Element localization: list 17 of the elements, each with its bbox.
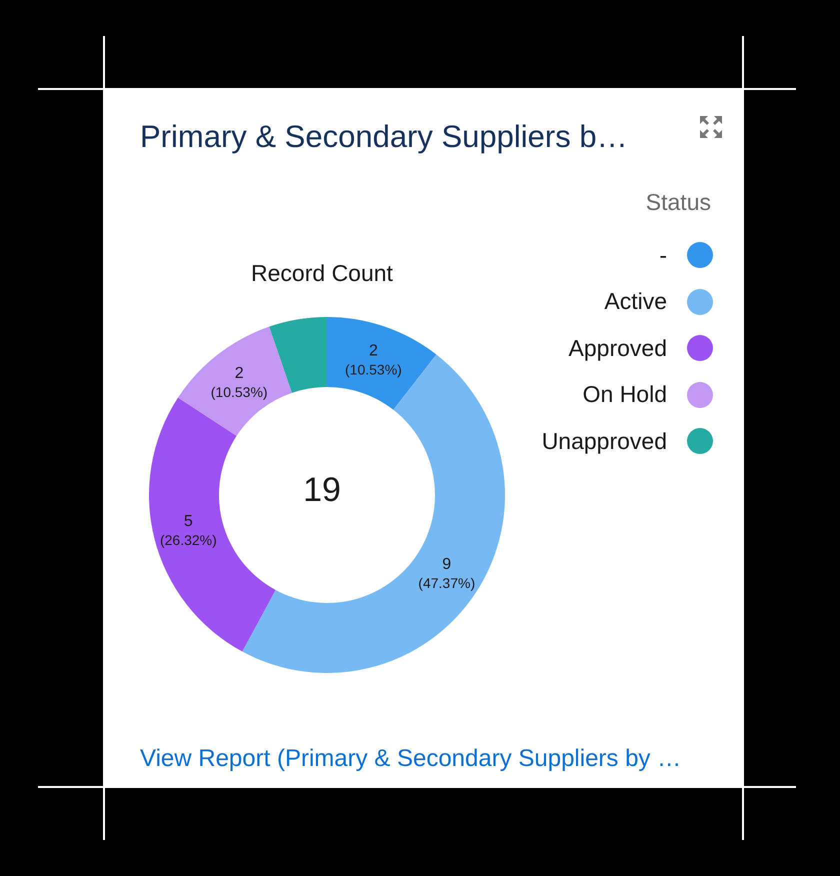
donut-slice: [269, 317, 327, 393]
chart-title: Primary & Secondary Suppliers b…: [140, 119, 628, 155]
data-label: 2 (10.53%): [210, 364, 268, 400]
text: Record Count: [250, 260, 394, 287]
legend-label: -: [659, 242, 667, 269]
legend-label: Unapproved: [542, 428, 667, 455]
legend-title: Status: [644, 189, 711, 216]
text: 19: [303, 471, 341, 509]
data-label: 9 (47.37%): [418, 556, 476, 592]
legend-label: Active: [604, 288, 667, 316]
text: View Report (Primary & Secondary Suppliers by …: [140, 745, 682, 773]
donut-slice: [327, 317, 436, 410]
legend-label: On Hold: [582, 381, 667, 408]
legend-label: Approved: [568, 334, 667, 362]
donut-slice: [178, 326, 292, 436]
data-label: 2 (10.53%): [345, 342, 402, 378]
data-label: 5 (26.32%): [160, 512, 217, 548]
